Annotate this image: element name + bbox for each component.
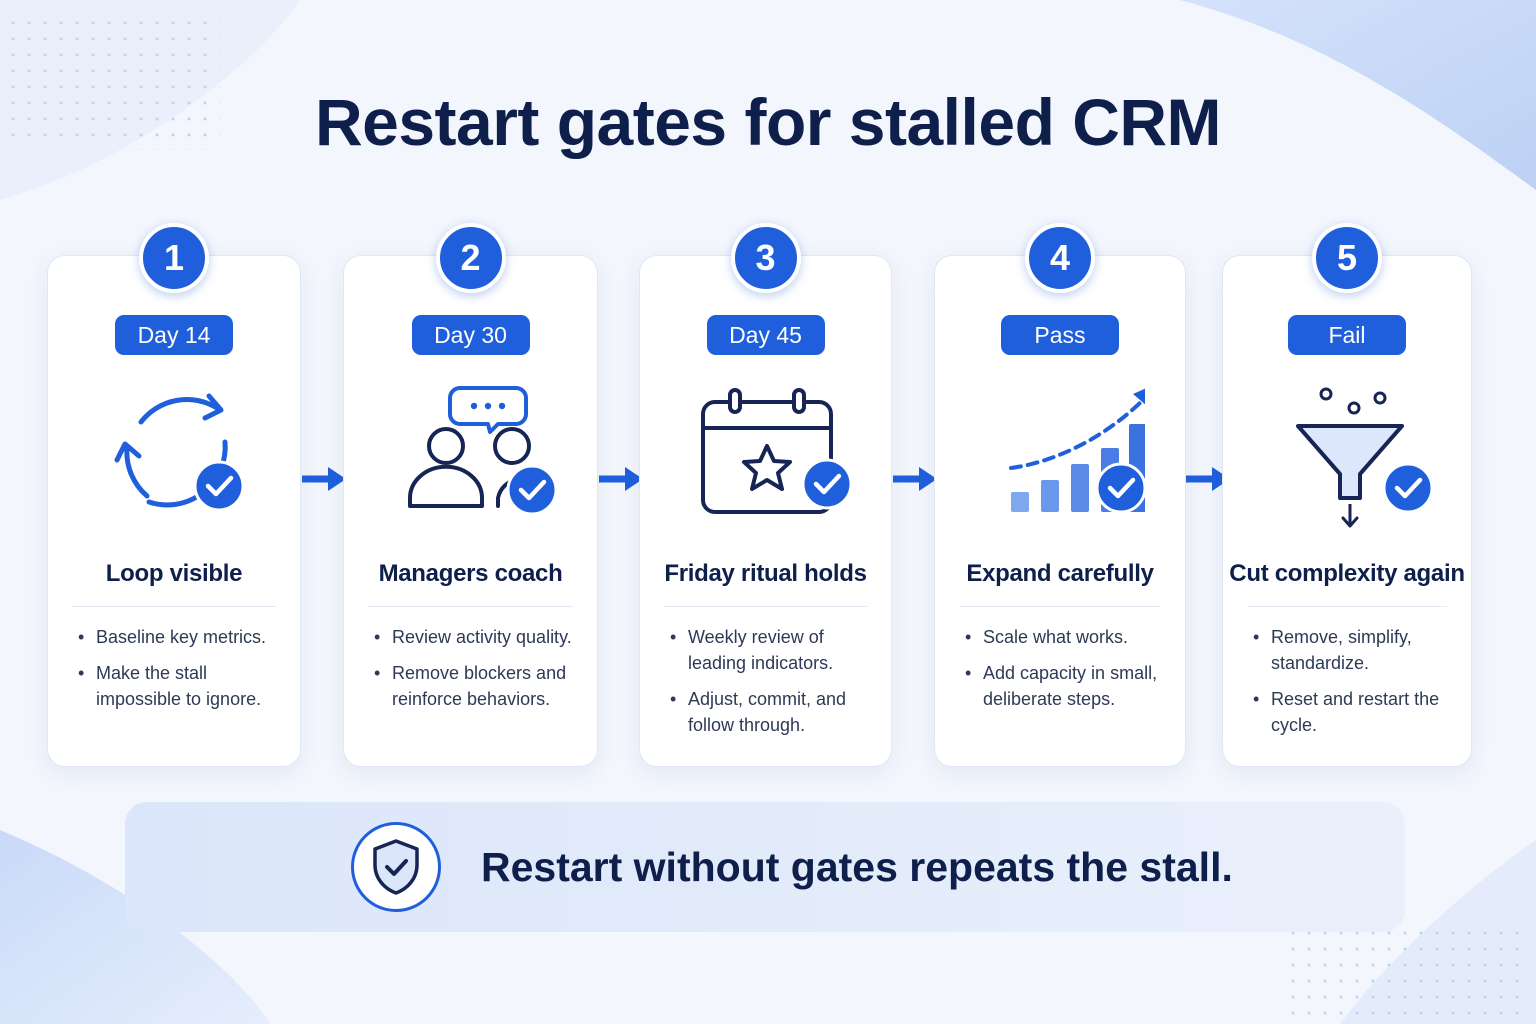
step-day-pill: Fail <box>1288 315 1406 355</box>
calendar-star-icon <box>681 378 851 528</box>
step-card-1: 1 Day 14 Loop visible Baseline key metri… <box>47 223 301 767</box>
arrow-right-icon <box>302 467 346 491</box>
divider <box>959 606 1161 607</box>
step-bullets: Review activity quality. Remove blockers… <box>372 624 583 722</box>
bullet-item: Review activity quality. <box>372 624 583 650</box>
step-bullets: Scale what works. Add capacity in small,… <box>963 624 1171 722</box>
refresh-cycle-icon <box>89 378 259 528</box>
step-title: Managers coach <box>378 560 563 587</box>
growth-chart-icon <box>975 378 1145 528</box>
step-day-pill: Day 14 <box>115 315 233 355</box>
step-day-pill: Pass <box>1001 315 1119 355</box>
page-title: Restart gates for stalled CRM <box>314 85 1222 159</box>
divider <box>368 606 573 607</box>
check-badge-icon <box>1095 462 1145 514</box>
banner-text: Restart without gates repeats the stall. <box>481 843 1233 890</box>
step-number-badge: 3 <box>730 223 801 293</box>
step-title: Friday ritual holds <box>664 560 867 587</box>
check-badge-icon <box>193 460 245 512</box>
divider <box>72 606 276 607</box>
step-number-badge: 2 <box>435 223 506 293</box>
step-day-pill: Day 30 <box>411 315 530 355</box>
bullet-item: Scale what works. <box>963 624 1171 650</box>
bullet-item: Make the stall impossible to ignore. <box>76 660 286 712</box>
bullet-item: Adjust, commit, and follow through. <box>668 686 877 738</box>
step-bullets: Weekly review of leading indicators. Adj… <box>668 624 877 748</box>
step-card-5: 5 Fail Cut complexity again Remove, simp… <box>1222 223 1472 767</box>
step-number-badge: 5 <box>1312 223 1382 293</box>
bullet-item: Weekly review of leading indicators. <box>668 624 877 676</box>
step-title: Cut complexity again <box>1229 560 1465 587</box>
step-number-badge: 4 <box>1025 223 1095 293</box>
step-card-4: 4 Pass Expand carefully Scale what works… <box>934 223 1186 767</box>
check-badge-icon <box>506 464 556 516</box>
step-card-3: 3 Day 45 Friday ritual holds Weekly revi… <box>639 223 892 767</box>
step-number-badge: 1 <box>139 223 209 293</box>
bullet-item: Remove blockers and reinforce behaviors. <box>372 660 583 712</box>
dot-pattern-top-left <box>10 20 220 150</box>
funnel-icon <box>1262 378 1432 528</box>
step-bullets: Remove, simplify, standardize. Reset and… <box>1251 624 1457 748</box>
dot-pattern-bottom-right <box>1290 930 1530 1024</box>
bullet-item: Remove, simplify, standardize. <box>1251 624 1457 676</box>
arrow-right-icon <box>893 467 937 491</box>
summary-banner: Restart without gates repeats the stall. <box>125 802 1405 932</box>
bullet-item: Add capacity in small, deliberate steps. <box>963 660 1171 712</box>
check-badge-icon <box>801 458 851 510</box>
arrow-right-icon <box>599 467 643 491</box>
bullet-item: Reset and restart the cycle. <box>1251 686 1457 738</box>
shield-check-icon <box>351 822 441 912</box>
divider <box>664 606 867 607</box>
divider <box>1247 606 1447 607</box>
step-bullets: Baseline key metrics. Make the stall imp… <box>76 624 286 722</box>
step-title: Loop visible <box>105 560 243 587</box>
step-day-pill: Day 45 <box>706 315 825 355</box>
bullet-item: Baseline key metrics. <box>76 624 286 650</box>
coaching-people-icon <box>386 378 556 528</box>
step-card-2: 2 Day 30 Managers coach Review activity … <box>343 223 598 767</box>
check-badge-icon <box>1382 462 1432 514</box>
step-title: Expand carefully <box>966 560 1154 587</box>
arrow-right-icon <box>1186 467 1230 491</box>
